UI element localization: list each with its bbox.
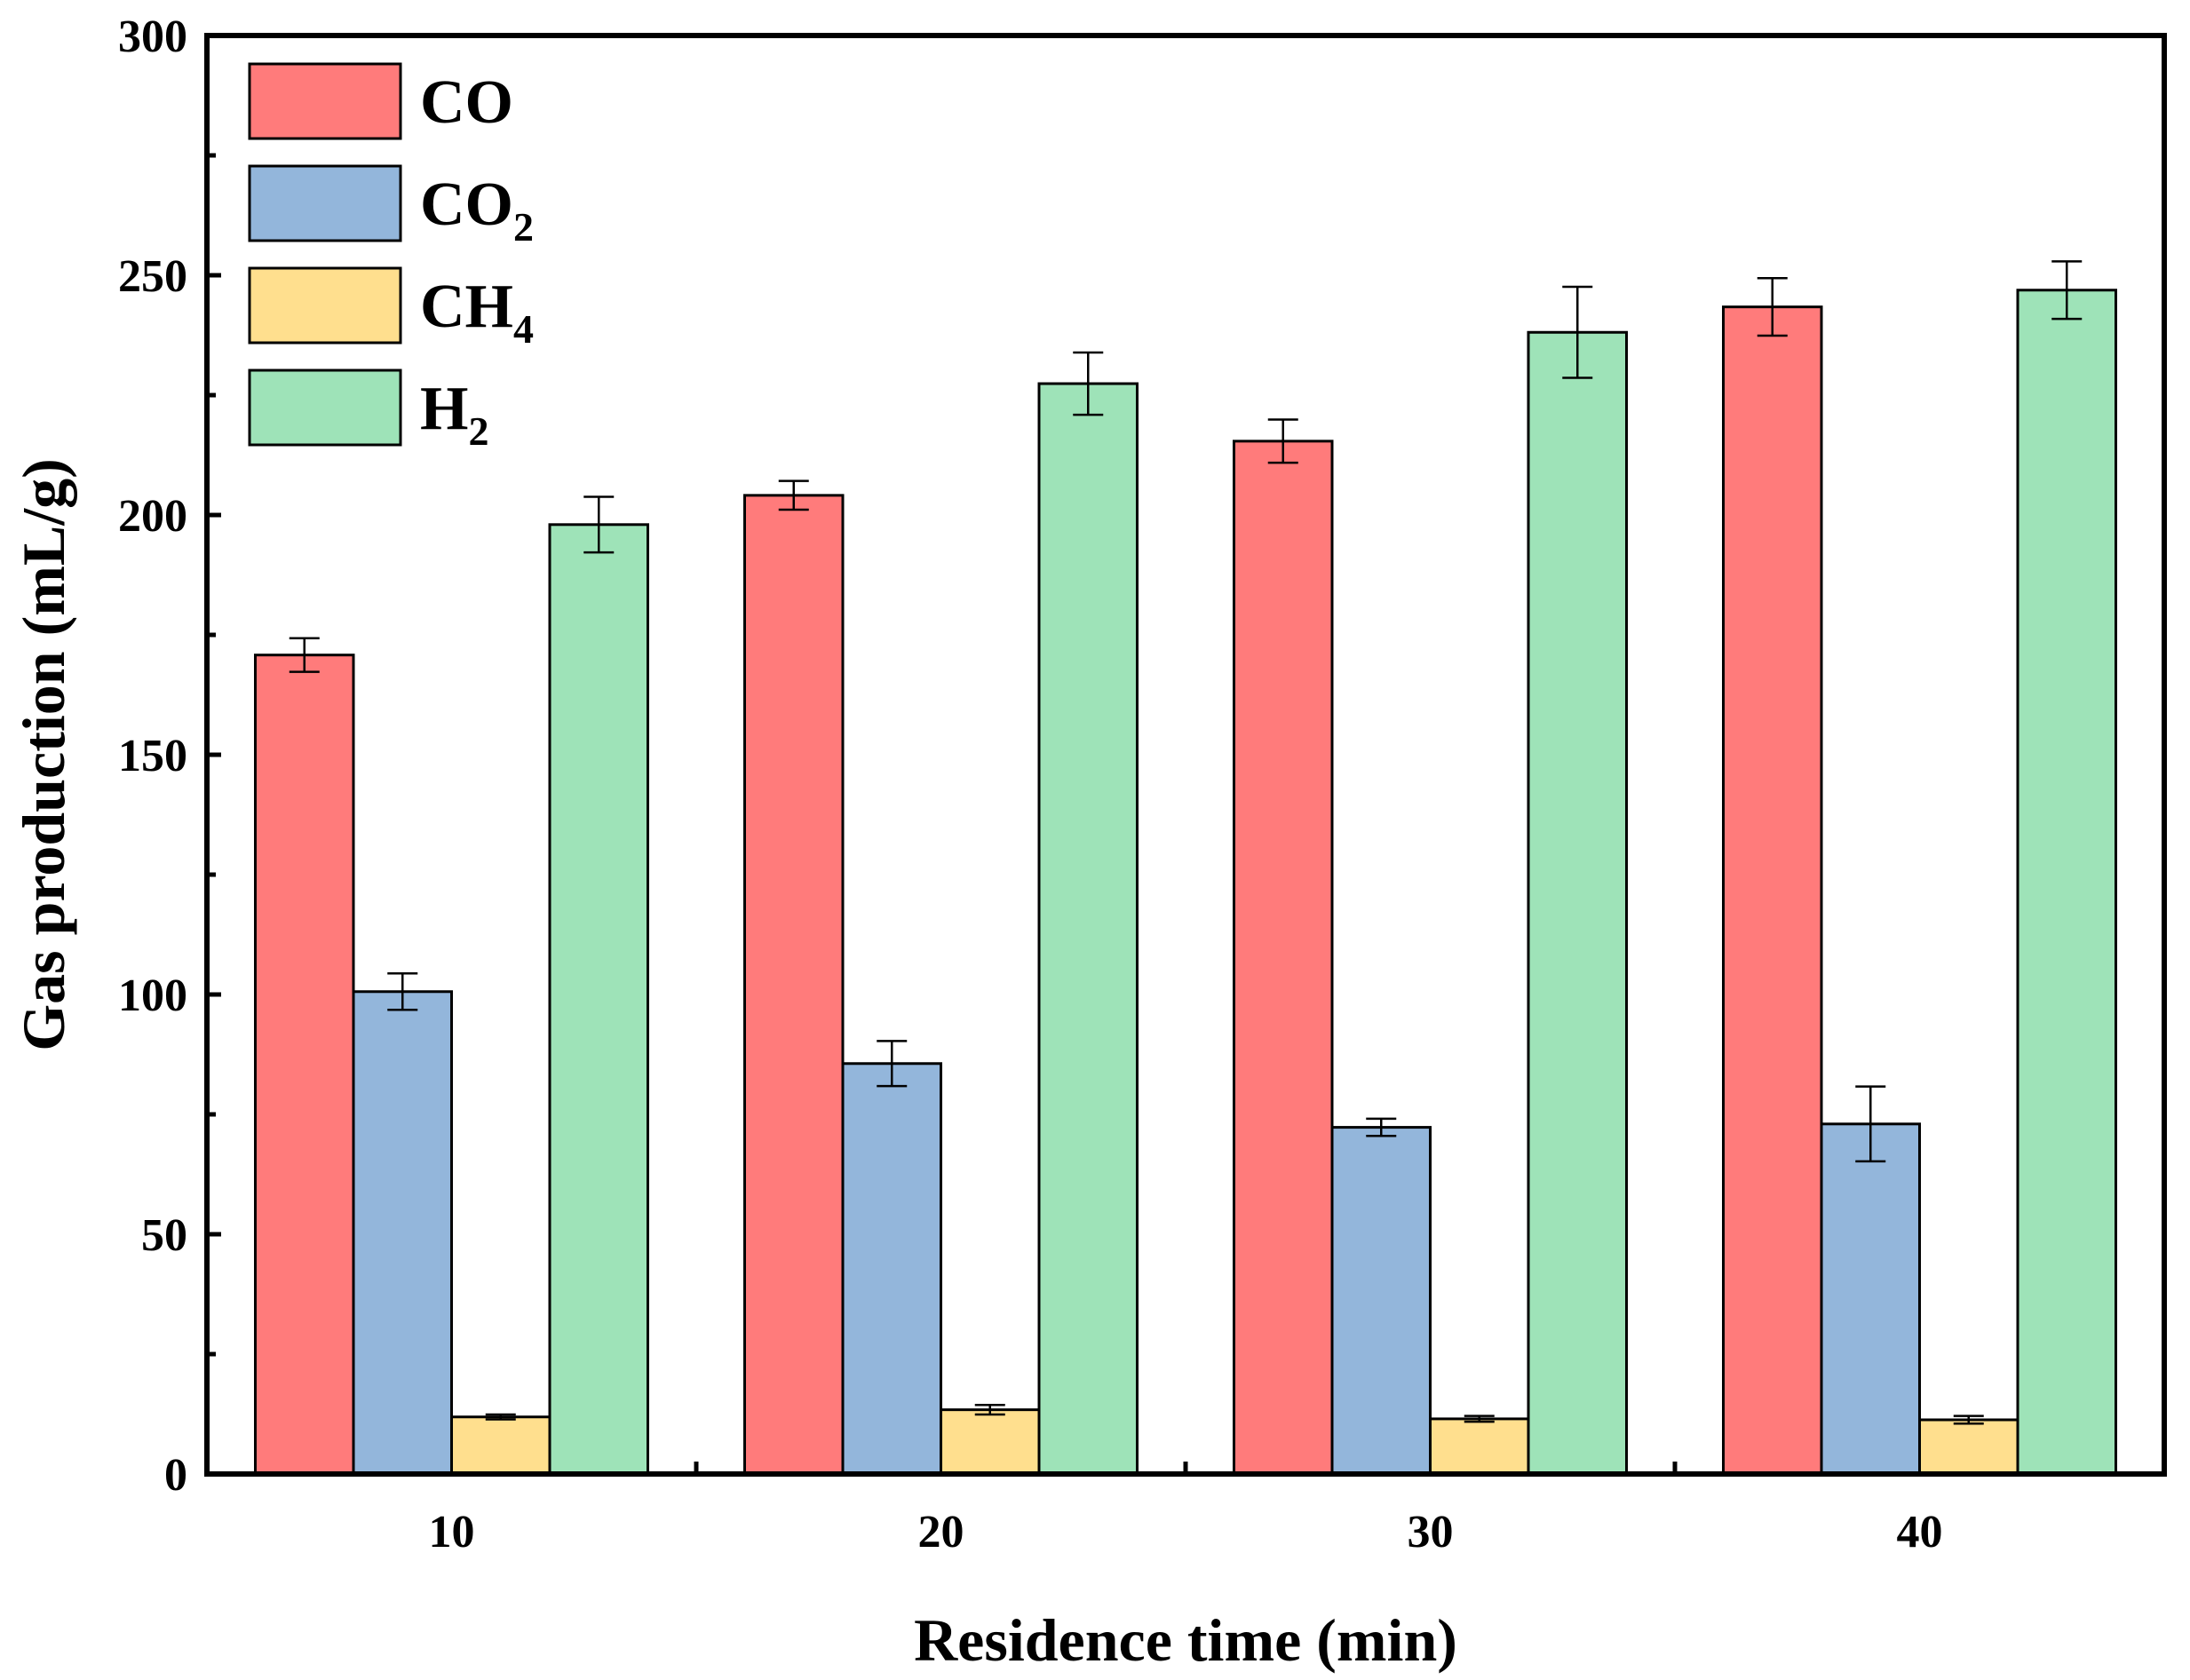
- error-bar-co-30: [1267, 418, 1298, 464]
- bar-co-40: [1722, 305, 1823, 1476]
- legend-item-ch4: CH4: [248, 266, 534, 352]
- y-tick-label-0: 0: [164, 1450, 187, 1501]
- legend-swatch-co: [248, 62, 402, 140]
- error-bar-ch4-30: [1464, 1415, 1495, 1423]
- error-bar-h2-40: [2051, 260, 2083, 321]
- legend-item-co: CO: [248, 62, 513, 140]
- y-tick-label-100: 100: [118, 971, 187, 1021]
- y-tick-label-200: 200: [118, 491, 187, 542]
- error-bar-h2-20: [1073, 351, 1104, 416]
- bar-ch4-20: [940, 1408, 1041, 1476]
- error-bar-co2-10: [387, 971, 418, 1011]
- y-tick-label-300: 300: [118, 12, 187, 62]
- bar-h2-10: [548, 523, 649, 1476]
- error-bar-ch4-10: [485, 1413, 516, 1421]
- x-tick-label-30: 30: [1408, 1507, 1454, 1557]
- bar-co2-20: [841, 1062, 942, 1476]
- error-bar-ch4-20: [974, 1403, 1005, 1416]
- y-tick-label-150: 150: [118, 731, 187, 781]
- axis-labels: 0 50 100 150 200 250 300 10 20 30 40: [118, 12, 1943, 1557]
- bar-h2-40: [2016, 289, 2117, 1476]
- y-axis-title: Gas production (mL/g): [10, 458, 77, 1050]
- error-bar-h2-10: [583, 495, 615, 554]
- x-tick-label-20: 20: [918, 1507, 964, 1557]
- x-tick-label-40: 40: [1897, 1507, 1943, 1557]
- bar-co2-30: [1330, 1126, 1432, 1476]
- axis-ticks: [207, 33, 1678, 1477]
- legend-item-co2: CO2: [248, 164, 534, 250]
- error-bar-co-20: [778, 479, 809, 511]
- legend-label-h2: H2: [420, 375, 488, 454]
- bar-ch4-30: [1429, 1417, 1530, 1476]
- error-bar-h2-30: [1562, 285, 1593, 379]
- legend-label-ch4: CH4: [420, 273, 534, 352]
- plot-marks: [254, 260, 2117, 1476]
- bar-co2-10: [352, 990, 453, 1476]
- legend-swatch-h2: [248, 368, 402, 447]
- y-tick-label-250: 250: [118, 251, 187, 302]
- bar-h2-30: [1527, 330, 1628, 1476]
- legend: CO CO2 CH4 H2: [248, 62, 534, 454]
- error-bar-co2-20: [877, 1040, 908, 1088]
- bar-h2-20: [1037, 382, 1139, 1476]
- y-tick-label-50: 50: [141, 1210, 187, 1261]
- x-axis-title: Residence time (min): [914, 1606, 1457, 1674]
- bar-co-10: [254, 654, 355, 1476]
- x-tick-label-10: 10: [429, 1507, 475, 1557]
- error-bar-co2-30: [1366, 1117, 1397, 1137]
- error-bar-co2-40: [1855, 1085, 1886, 1163]
- error-bar-co-40: [1757, 276, 1788, 337]
- legend-item-h2: H2: [248, 368, 488, 454]
- error-bar-co-10: [289, 637, 320, 673]
- bar-co2-40: [1820, 1122, 1921, 1476]
- legend-label-co: CO: [420, 68, 513, 137]
- bar-ch4-40: [1918, 1418, 2019, 1476]
- legend-label-co2: CO2: [420, 170, 534, 250]
- legend-swatch-ch4: [248, 266, 402, 345]
- error-bar-ch4-40: [1953, 1415, 1984, 1425]
- legend-swatch-co2: [248, 164, 402, 242]
- bar-ch4-10: [450, 1415, 551, 1476]
- bar-co-30: [1233, 440, 1334, 1476]
- bar-co-20: [743, 494, 845, 1476]
